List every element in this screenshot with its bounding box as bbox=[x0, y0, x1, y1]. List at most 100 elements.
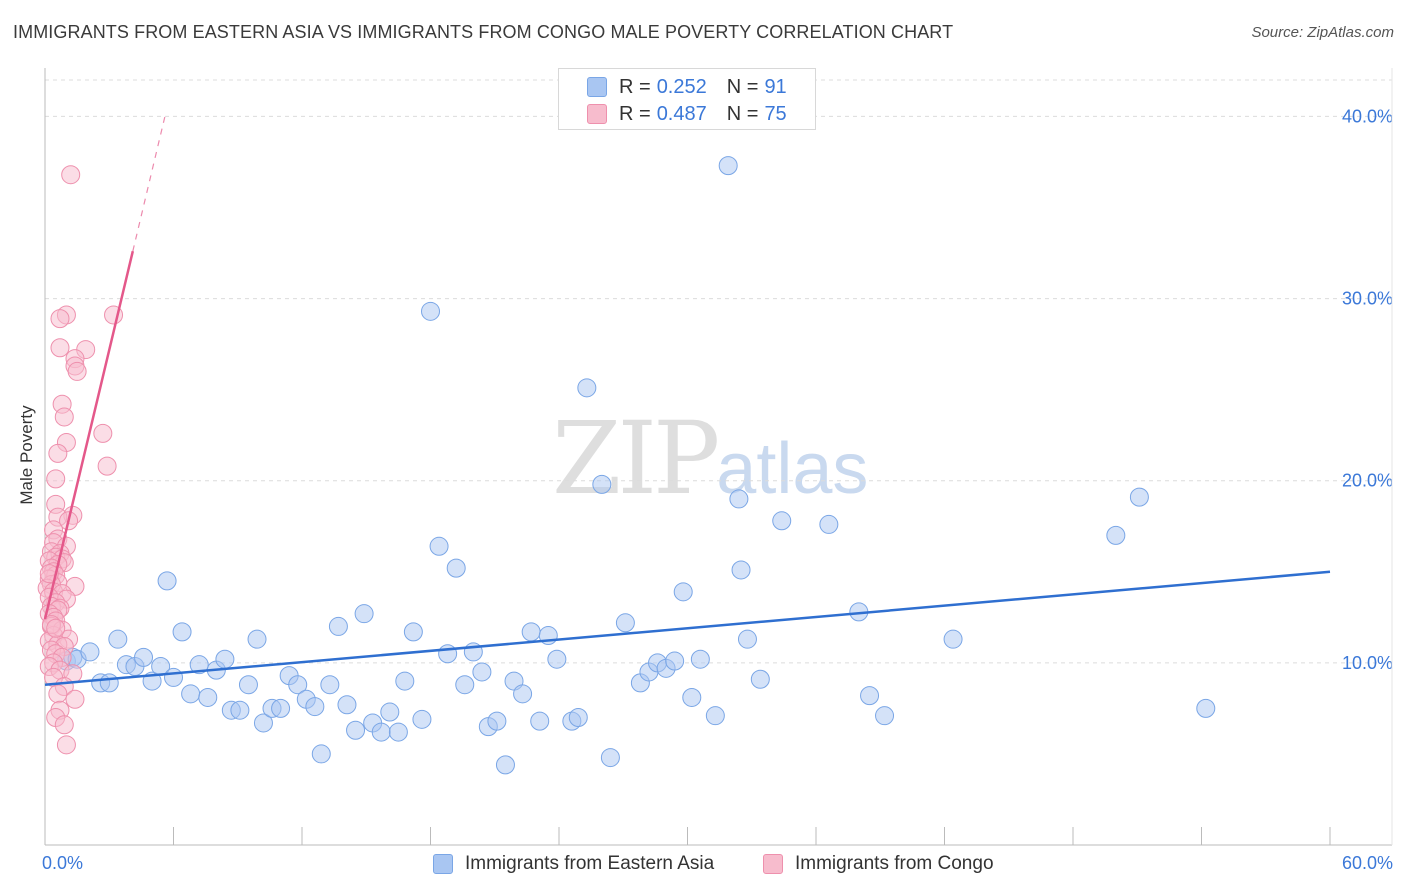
data-point-eastern-asia bbox=[271, 698, 291, 718]
data-point-eastern-asia bbox=[253, 713, 273, 733]
data-point-eastern-asia bbox=[305, 697, 325, 717]
data-point-congo bbox=[97, 456, 117, 476]
data-point-congo bbox=[54, 407, 74, 427]
correlation-legend: R = 0.252 N = 91 R = 0.487 N = 75 bbox=[558, 68, 816, 130]
watermark-zip: ZIP bbox=[552, 400, 720, 517]
data-point-eastern-asia bbox=[737, 629, 757, 649]
legend-row-congo: R = 0.487 N = 75 bbox=[587, 102, 787, 126]
legend-swatch-eastern-asia bbox=[587, 77, 607, 97]
data-point-eastern-asia bbox=[380, 702, 400, 722]
x-tick-label: 60.0% bbox=[1342, 853, 1393, 873]
data-point-eastern-asia bbox=[181, 684, 201, 704]
data-point-eastern-asia bbox=[705, 706, 725, 726]
data-point-eastern-asia bbox=[371, 722, 391, 742]
y-tick-label: 10.0% bbox=[1342, 653, 1393, 673]
data-point-eastern-asia bbox=[198, 687, 218, 707]
trend-line-eastern-asia bbox=[44, 570, 1331, 686]
data-point-eastern-asia bbox=[615, 613, 635, 633]
data-point-eastern-asia bbox=[247, 629, 267, 649]
data-point-eastern-asia bbox=[230, 700, 250, 720]
data-point-congo bbox=[48, 684, 68, 704]
data-point-eastern-asia bbox=[772, 511, 792, 531]
y-tick-label: 40.0% bbox=[1342, 106, 1393, 126]
trend-line-congo bbox=[43, 250, 135, 620]
data-point-eastern-asia bbox=[943, 629, 963, 649]
data-point-eastern-asia bbox=[600, 748, 620, 768]
data-point-eastern-asia bbox=[446, 558, 466, 578]
data-point-eastern-asia bbox=[690, 649, 710, 669]
data-point-eastern-asia bbox=[592, 474, 612, 494]
legend-n-label: N = bbox=[726, 75, 759, 98]
data-point-congo bbox=[50, 338, 70, 358]
data-point-eastern-asia bbox=[513, 684, 533, 704]
data-point-eastern-asia bbox=[164, 667, 183, 687]
data-point-eastern-asia bbox=[412, 709, 432, 729]
data-point-eastern-asia bbox=[729, 489, 749, 509]
legend-r-value: 0.252 bbox=[656, 75, 707, 98]
data-point-eastern-asia bbox=[530, 711, 550, 731]
data-point-eastern-asia bbox=[108, 629, 128, 649]
data-point-eastern-asia bbox=[682, 687, 702, 707]
data-point-eastern-asia bbox=[455, 675, 475, 695]
legend-r-label: R = bbox=[619, 75, 651, 98]
data-point-eastern-asia bbox=[215, 649, 235, 669]
bottom-legend-congo: Immigrants from Congo bbox=[763, 851, 994, 877]
data-point-congo bbox=[67, 361, 87, 381]
bottom-legend-label: Immigrants from Eastern Asia bbox=[465, 853, 715, 874]
chart-title: IMMIGRANTS FROM EASTERN ASIA VS IMMIGRAN… bbox=[13, 22, 954, 42]
data-point-eastern-asia bbox=[1106, 525, 1126, 545]
data-point-congo bbox=[65, 689, 85, 709]
legend-r-value: 0.487 bbox=[656, 102, 707, 125]
data-point-congo bbox=[46, 618, 66, 638]
data-point-eastern-asia bbox=[875, 706, 895, 726]
data-point-eastern-asia bbox=[860, 686, 880, 706]
bottom-legend-eastern-asia: Immigrants from Eastern Asia bbox=[433, 851, 714, 877]
data-point-eastern-asia bbox=[1129, 487, 1149, 507]
data-point-eastern-asia bbox=[388, 722, 408, 742]
data-point-eastern-asia bbox=[346, 720, 366, 740]
data-point-eastern-asia bbox=[731, 560, 751, 580]
legend-row-eastern-asia: R = 0.252 N = 91 bbox=[587, 75, 787, 99]
data-point-eastern-asia bbox=[750, 669, 770, 689]
data-point-eastern-asia bbox=[718, 156, 738, 176]
bottom-legend-swatch-congo bbox=[763, 854, 783, 874]
data-point-eastern-asia bbox=[288, 675, 308, 695]
data-point-eastern-asia bbox=[354, 604, 374, 624]
bottom-legend-swatch-eastern-asia bbox=[433, 854, 453, 874]
data-point-eastern-asia bbox=[665, 651, 685, 671]
x-tick-label: 0.0% bbox=[42, 853, 83, 873]
y-tick-label: 20.0% bbox=[1342, 471, 1393, 491]
bottom-legend-label: Immigrants from Congo bbox=[795, 853, 994, 874]
data-point-eastern-asia bbox=[421, 301, 440, 321]
data-point-congo bbox=[93, 423, 113, 443]
data-point-eastern-asia bbox=[134, 647, 154, 667]
data-point-eastern-asia bbox=[487, 711, 507, 731]
data-point-congo bbox=[48, 443, 68, 463]
data-point-congo bbox=[50, 309, 70, 329]
data-point-eastern-asia bbox=[673, 582, 693, 602]
data-point-eastern-asia bbox=[395, 671, 415, 691]
data-point-eastern-asia bbox=[403, 622, 423, 642]
data-point-eastern-asia bbox=[472, 662, 492, 682]
legend-n-label: N = bbox=[726, 102, 759, 125]
data-point-congo bbox=[46, 469, 66, 489]
data-point-eastern-asia bbox=[438, 644, 458, 664]
data-point-eastern-asia bbox=[80, 642, 100, 662]
data-point-eastern-asia bbox=[819, 514, 839, 534]
data-point-eastern-asia bbox=[328, 616, 348, 636]
data-point-eastern-asia bbox=[189, 655, 209, 675]
data-point-eastern-asia bbox=[337, 695, 357, 715]
data-point-eastern-asia bbox=[577, 378, 597, 398]
data-point-eastern-asia bbox=[568, 708, 588, 727]
watermark: ZIPatlas bbox=[552, 400, 868, 517]
data-point-eastern-asia bbox=[99, 673, 119, 693]
legend-r-label: R = bbox=[619, 102, 651, 125]
data-point-eastern-asia bbox=[495, 755, 515, 775]
legend-swatch-congo bbox=[587, 104, 607, 124]
data-point-eastern-asia bbox=[429, 536, 449, 556]
data-point-eastern-asia bbox=[238, 675, 258, 695]
data-point-eastern-asia bbox=[172, 622, 192, 642]
data-point-eastern-asia bbox=[311, 744, 331, 764]
data-point-eastern-asia bbox=[521, 622, 541, 642]
